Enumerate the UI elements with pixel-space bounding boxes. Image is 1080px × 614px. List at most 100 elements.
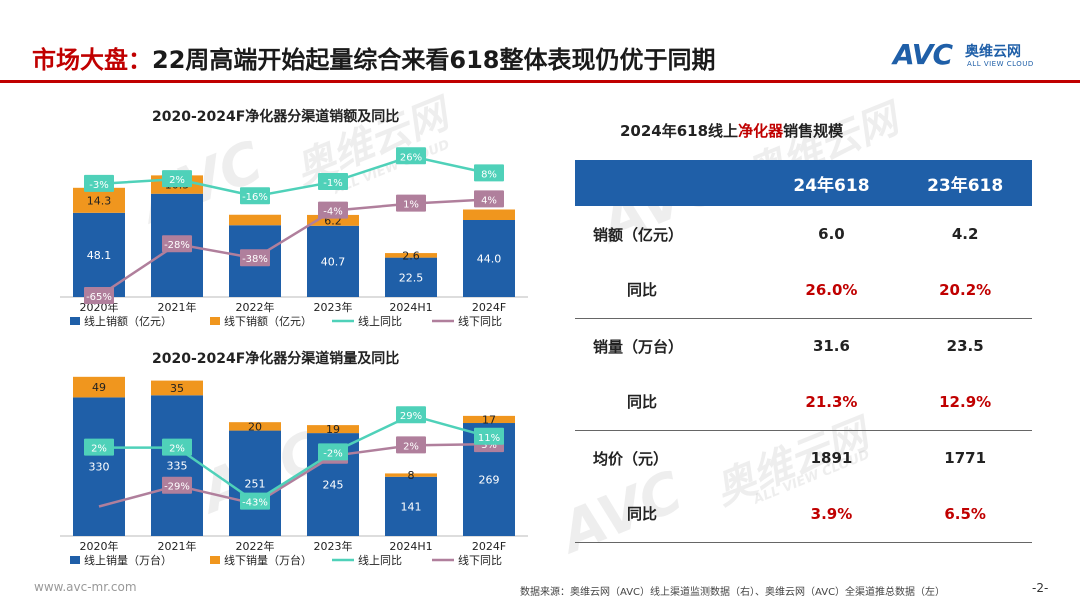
- table-row: 同比 21.3% 12.9%: [575, 374, 1032, 431]
- legend-label: 线下销额（亿元）: [224, 314, 312, 328]
- line-offline-yoy-label: -29%: [164, 482, 190, 493]
- legend-swatch: [70, 317, 80, 325]
- bar-online-label: 22.5: [399, 271, 424, 284]
- data-source-note: 数据来源：奥维云网（AVC）线上渠道监测数据（右）、奥维云网（AVC）全渠道推总…: [520, 587, 946, 598]
- cell-24: 1891: [764, 429, 899, 486]
- sales-table-wrap: 24年618 23年618 销额（亿元） 6.0 4.2 同比 26.0% 20…: [575, 160, 1032, 543]
- line-offline-yoy-label-box: [240, 249, 270, 267]
- line-online-yoy-label-box: [396, 406, 426, 424]
- cell-23: 6.5%: [898, 486, 1032, 543]
- line-online-yoy-label: 2%: [169, 444, 185, 455]
- bar-online: [385, 257, 437, 297]
- chart2-title: 2020-2024F净化器分渠道销量及同比: [152, 351, 400, 367]
- row-label: 销量（万台）: [575, 317, 765, 374]
- line-offline-yoy-label: 3%: [481, 440, 497, 451]
- legend-label: 线上同比: [358, 314, 402, 328]
- title-divider: [0, 80, 1080, 83]
- bar-online: [385, 476, 437, 536]
- table-title-prefix: 2024年618线上: [620, 122, 739, 140]
- bar-offline: [73, 187, 125, 213]
- line-online-yoy-label-box: [396, 147, 426, 165]
- line-offline-yoy-label: -4%: [323, 207, 342, 218]
- cell-23: 4.2: [951, 225, 979, 243]
- cell-24: 21.3%: [764, 374, 899, 431]
- category-label: 2024F: [472, 540, 506, 553]
- legend-swatch: [70, 556, 80, 564]
- bar-offline: [385, 253, 437, 258]
- bar-offline: [151, 380, 203, 396]
- bar-online: [229, 430, 281, 536]
- bar-online: [73, 397, 125, 536]
- legend-label: 线上同比: [358, 553, 402, 567]
- cell-23: 23.5: [898, 317, 1032, 374]
- category-label: 2021年: [158, 539, 197, 553]
- legend-label: 线下同比: [458, 553, 502, 567]
- bar-online-label: 141: [401, 500, 422, 513]
- table-row: 销额（亿元） 6.0 4.2: [575, 206, 1032, 262]
- line-online-yoy-label-box: [84, 174, 114, 192]
- line-online-yoy-label: 11%: [478, 433, 500, 444]
- table-row: 同比 26.0% 20.2%: [575, 262, 1032, 319]
- line-offline-yoy-label-box: [396, 436, 426, 454]
- line-online-yoy-label: 29%: [400, 411, 422, 422]
- bar-offline: [73, 376, 125, 398]
- bar-online-label: 251: [245, 477, 266, 490]
- category-label: 2023年: [314, 539, 353, 553]
- cell-24: 26.0%: [764, 262, 899, 319]
- line-online-yoy-label-box: [318, 172, 348, 190]
- line-online-yoy-label-box: [474, 427, 504, 445]
- logo-en-text: ALL VIEW CLOUD: [967, 60, 1034, 68]
- bar-online-label: 245: [323, 479, 344, 492]
- bar-online-label: 44.0: [477, 253, 502, 266]
- line-offline-yoy-label-box: [162, 235, 192, 253]
- line-online-yoy-label: 8%: [481, 169, 497, 180]
- table-title-highlight: 净化器: [738, 122, 784, 140]
- line-online-yoy-label: -16%: [242, 192, 268, 203]
- bar-offline: [229, 214, 281, 226]
- line-online-yoy-label-box: [240, 187, 270, 205]
- bar-offline-label: 8: [408, 469, 415, 482]
- row-label: 同比: [575, 374, 765, 431]
- bar-offline-label: 49: [92, 381, 106, 394]
- bar-online-label: 330: [89, 461, 110, 474]
- row-label: 同比: [575, 486, 765, 543]
- row-label: 同比: [575, 262, 765, 319]
- line-offline-yoy-label: -38%: [242, 254, 268, 265]
- bar-offline-label: 20: [248, 420, 262, 433]
- line-offline-yoy-label: 2%: [403, 441, 419, 452]
- bar-online: [463, 220, 515, 297]
- row-label: 销额（亿元）: [593, 225, 684, 244]
- line-online-yoy-label-box: [318, 443, 348, 461]
- line-online-yoy-label: -1%: [323, 178, 342, 189]
- line-offline-yoy-label: -28%: [164, 240, 190, 251]
- bar-offline: [307, 425, 359, 434]
- bar-online: [151, 395, 203, 536]
- legend-swatch: [210, 556, 220, 564]
- bar-offline-label: 2.6: [402, 249, 420, 262]
- line-offline-yoy-label: 4%: [481, 195, 497, 206]
- table-header-24: 24年618: [764, 160, 899, 206]
- line-online-yoy-label-box: [474, 164, 504, 182]
- bar-online: [73, 212, 125, 297]
- cell-23: 1771: [898, 429, 1032, 486]
- category-label: 2024H1: [389, 540, 432, 553]
- logo-mark: AVC: [893, 38, 953, 71]
- legend-label: 线上销量（万台）: [84, 553, 172, 567]
- legend-label: 线下销量（万台）: [224, 553, 312, 567]
- line-offline-yoy-label-box: [474, 190, 504, 208]
- line-online-yoy-label: -43%: [242, 498, 268, 509]
- cell-24: 31.6: [764, 317, 899, 374]
- line-online-yoy-label-box: [84, 438, 114, 456]
- line-online-yoy-label-box: [240, 492, 270, 510]
- table-title: 2024年618线上净化器销售规模: [620, 120, 843, 141]
- table-row: 同比 3.9% 6.5%: [575, 486, 1032, 543]
- page-title-text: 22周高端开始起量综合来看618整体表现仍优于同期: [152, 46, 716, 74]
- brand-logo: AVC 奥维云网 ALL VIEW CLOUD: [893, 38, 1063, 72]
- bar-offline-label: 17: [482, 413, 496, 426]
- legend-label: 线上销额（亿元）: [84, 314, 172, 328]
- table-header-blank: [575, 160, 765, 206]
- category-label: 2020年: [80, 539, 119, 553]
- line-offline-yoy-label-box: [84, 287, 114, 304]
- bar-online-label: 48.1: [87, 249, 112, 262]
- logo-cn-text: 奥维云网: [965, 44, 1021, 60]
